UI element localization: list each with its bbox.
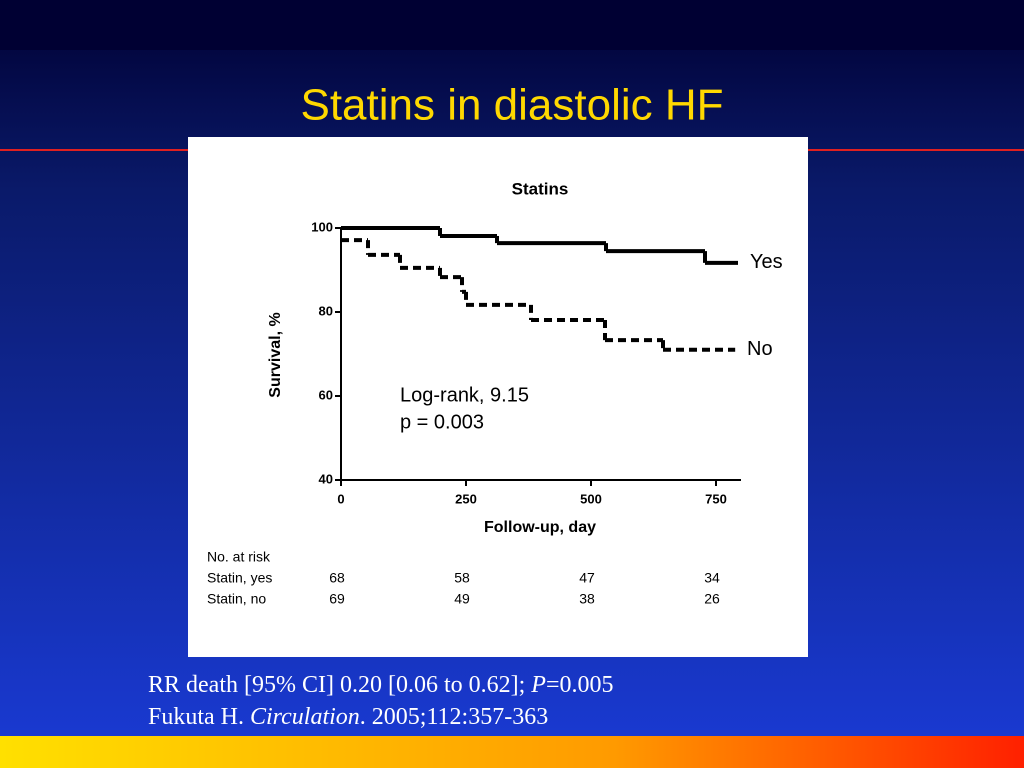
risk-row-label: Statin, yes [207, 570, 272, 586]
risk-value: 38 [579, 591, 595, 607]
bottom-bar [0, 736, 1024, 768]
y-tick-label: 100 [311, 219, 333, 234]
footnote-line: Fukuta H. Circulation. 2005;112:357-363 [148, 704, 548, 730]
risk-value: 49 [454, 591, 470, 607]
risk-value: 58 [454, 570, 470, 586]
footnote-segment: RR death [95% CI] 0.20 [0.06 to 0.62]; [148, 672, 531, 698]
chart-panel [188, 137, 808, 657]
y-tick-label: 80 [319, 303, 333, 318]
x-tick-label: 0 [337, 491, 344, 506]
footnote-segment: Fukuta H. [148, 704, 250, 730]
risk-value: 47 [579, 570, 595, 586]
risk-table-title: No. at risk [207, 549, 271, 565]
risk-value: 69 [329, 591, 345, 607]
x-tick-label: 750 [705, 491, 727, 506]
top-band [0, 0, 1024, 50]
risk-row-label: Statin, no [207, 591, 266, 607]
series-label: No [747, 338, 773, 360]
y-tick-label: 40 [319, 471, 333, 486]
footnote-segment: . 2005;112:357-363 [360, 704, 548, 730]
slide-title: Statins in diastolic HF [300, 81, 723, 130]
risk-value: 34 [704, 570, 720, 586]
y-tick-label: 60 [319, 387, 333, 402]
footnote-line: RR death [95% CI] 0.20 [0.06 to 0.62]; P… [148, 672, 614, 698]
y-axis-label: Survival, % [267, 312, 284, 397]
footnote-segment: Circulation [250, 704, 360, 730]
footnote-segment: =0.005 [546, 672, 614, 698]
series-label: Yes [750, 251, 783, 273]
risk-value: 68 [329, 570, 345, 586]
annotation: p = 0.003 [400, 411, 484, 433]
footnote-segment: P [530, 672, 546, 698]
chart: Statins 40 60 80 100 0 250 500 750 Follow-up, day… [207, 179, 783, 606]
x-axis-label: Follow-up, day [484, 519, 596, 536]
annotation: Log-rank, 9.15 [400, 384, 529, 406]
risk-value: 26 [704, 591, 720, 607]
x-tick-label: 250 [455, 491, 477, 506]
chart-title: Statins [512, 179, 569, 198]
x-tick-label: 500 [580, 491, 602, 506]
